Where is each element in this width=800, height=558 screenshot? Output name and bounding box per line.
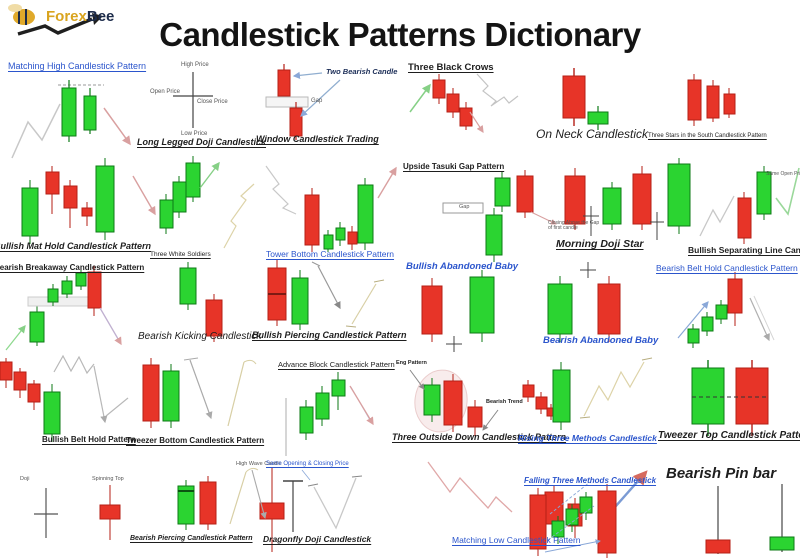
annotation-eng-pattern: Eng Pattern: [396, 360, 427, 366]
three-stars-south-diagram: [687, 74, 736, 126]
annotation-bearish-trend: Bearish Trend: [486, 399, 523, 405]
annotation-tasuki-gap: Gap: [459, 204, 470, 210]
annotation-close-price: Close Price: [197, 99, 228, 105]
bearish-abandoned-baby-diagram: [547, 262, 621, 342]
window-gap-diagram: [265, 64, 341, 140]
bearish-piercing-diagram: [177, 467, 267, 530]
tweezer-bottom-diagram: [142, 357, 257, 428]
annotation-tasuki-note: Closing Above the Gap of first candle: [548, 220, 600, 232]
bearish-breakaway-diagram: [5, 266, 122, 351]
annotation-spinning-top: Spinning Top: [92, 476, 124, 482]
pattern-label-window: Window Candlestick Trading: [256, 134, 379, 144]
pattern-label-bearish-belt-hold[interactable]: Bearish Belt Hold Candlestick Pattern: [656, 263, 798, 273]
pattern-label-three-outside-down: Three Outside Down Candlestick Pattern: [392, 432, 567, 442]
rising-three-methods-diagram: [522, 357, 653, 430]
pattern-label-dragonfly-doji: Dragonfly Doji Candlestick: [263, 534, 372, 544]
pattern-label-tower-bottom[interactable]: Tower Bottom Candlestick Pattern: [266, 249, 395, 259]
three-outside-down-diagram: [409, 369, 499, 436]
pattern-label-bullish-abandoned-baby[interactable]: Bullish Abandoned Baby: [406, 261, 519, 272]
pattern-label-advance-block: Advance Block Candlestick Pattern: [278, 360, 395, 369]
morning-doji-star-diagram: [564, 158, 691, 240]
annotation-dragonfly-note: Same Opening & Closing Price: [266, 461, 349, 467]
pattern-label-rising-three-methods[interactable]: Rising Three Methods Candlestick: [518, 433, 657, 443]
annotation-high-price: High Price: [181, 62, 209, 68]
pattern-label-three-stars-south: Three Stars in the South Candlestick Pat…: [648, 133, 767, 139]
annotation-high-wave: High Wave Candle: [236, 461, 282, 467]
pattern-label-three-white-soldiers: Three White Soldiers: [150, 251, 211, 258]
bullish-piercing-diagram: [267, 260, 385, 330]
pattern-label-matching-low[interactable]: Matching Low Candlestick Pattern: [452, 535, 581, 545]
bullish-separating-line-diagram: [699, 166, 800, 244]
annotation-low-price: Low Price: [181, 131, 208, 137]
pattern-label-three-black-crows: Three Black Crows: [408, 62, 494, 73]
dragonfly-doji-diagram: [283, 469, 363, 532]
basic-candles-diagram: [34, 468, 285, 552]
brand-forex: Forex: [46, 8, 87, 25]
annotation-same-open: Same Open Price: [766, 171, 800, 177]
bearish-kicking-diagram: [179, 262, 223, 342]
on-neck-diagram: [562, 68, 609, 130]
pattern-label-tweezer-top: Tweezer Top Candlestick Pattern: [658, 430, 800, 441]
annotation-window-gap: Gap: [311, 98, 323, 104]
brand-bee: Bee: [86, 8, 115, 25]
pattern-label-long-legged-doji: Long Legged Doji Candlestick: [137, 137, 267, 147]
bullish-belt-hold-diagram: [0, 354, 129, 442]
pattern-label-bullish-belt-hold: Bullish Belt Hold Pattern: [42, 435, 136, 444]
bearish-belt-hold-diagram: [677, 272, 775, 348]
pattern-label-upside-tasuki-gap: Upside Tasuki Gap Pattern: [403, 162, 505, 171]
annotation-open-price: Open Price: [150, 89, 181, 95]
pattern-label-bearish-pin-bar: Bearish Pin bar: [666, 465, 777, 482]
pattern-label-falling-three-methods[interactable]: Falling Three Methods Candlestick: [524, 476, 657, 485]
pattern-label-bearish-abandoned-baby[interactable]: Bearish Abandoned Baby: [543, 335, 659, 346]
bearish-pin-bar-diagram: [705, 484, 795, 554]
pattern-label-bearish-breakaway: Bearish Breakaway Candlestick Pattern: [0, 263, 145, 272]
matching-high-diagram: [11, 80, 131, 159]
pattern-label-bullish-piercing: Bullish Piercing Candlestick Pattern: [252, 330, 407, 340]
pattern-label-tweezer-bottom: Tweezer Bottom Candlestick Pattern: [126, 436, 265, 445]
advance-block-diagram: [285, 372, 374, 456]
pattern-label-bearish-kicking: Bearish Kicking Candlestick: [138, 331, 262, 342]
three-white-soldiers-diagram: [132, 156, 255, 249]
pattern-label-matching-high[interactable]: Matching High Candlestick Pattern: [8, 61, 147, 71]
page-title: Candlestick Patterns Dictionary: [159, 16, 641, 53]
pattern-label-bullish-separating-line: Bullish Separating Line Candlestick: [688, 245, 800, 255]
pattern-label-on-neck: On Neck Candlestick: [536, 127, 649, 141]
annotation-doji: Doji: [20, 476, 30, 482]
forexbee-logo-icon: [8, 4, 103, 36]
long-legged-doji-diagram: [173, 72, 213, 128]
forexbee-wordmark: ForexBee: [46, 8, 114, 25]
tower-bottom-diagram: [265, 165, 397, 252]
annotation-two-bearish-candle: Two Bearish Candle: [326, 67, 398, 76]
three-black-crows-diagram: [409, 73, 519, 134]
pattern-label-morning-doji-star: Morning Doji Star: [556, 238, 644, 250]
upside-tasuki-gap-diagram: [442, 170, 557, 262]
tweezer-top-diagram: [691, 360, 769, 436]
bullish-mat-hold-diagram: [21, 158, 115, 244]
falling-three-methods-diagram: [529, 481, 617, 558]
bullish-abandoned-baby-diagram: [421, 270, 495, 352]
pattern-label-bullish-mat-hold: Bullish Mat Hold Candlestick Pattern: [0, 241, 152, 251]
pattern-label-bearish-piercing: Bearish Piercing Candlestick Pattern: [130, 535, 253, 542]
